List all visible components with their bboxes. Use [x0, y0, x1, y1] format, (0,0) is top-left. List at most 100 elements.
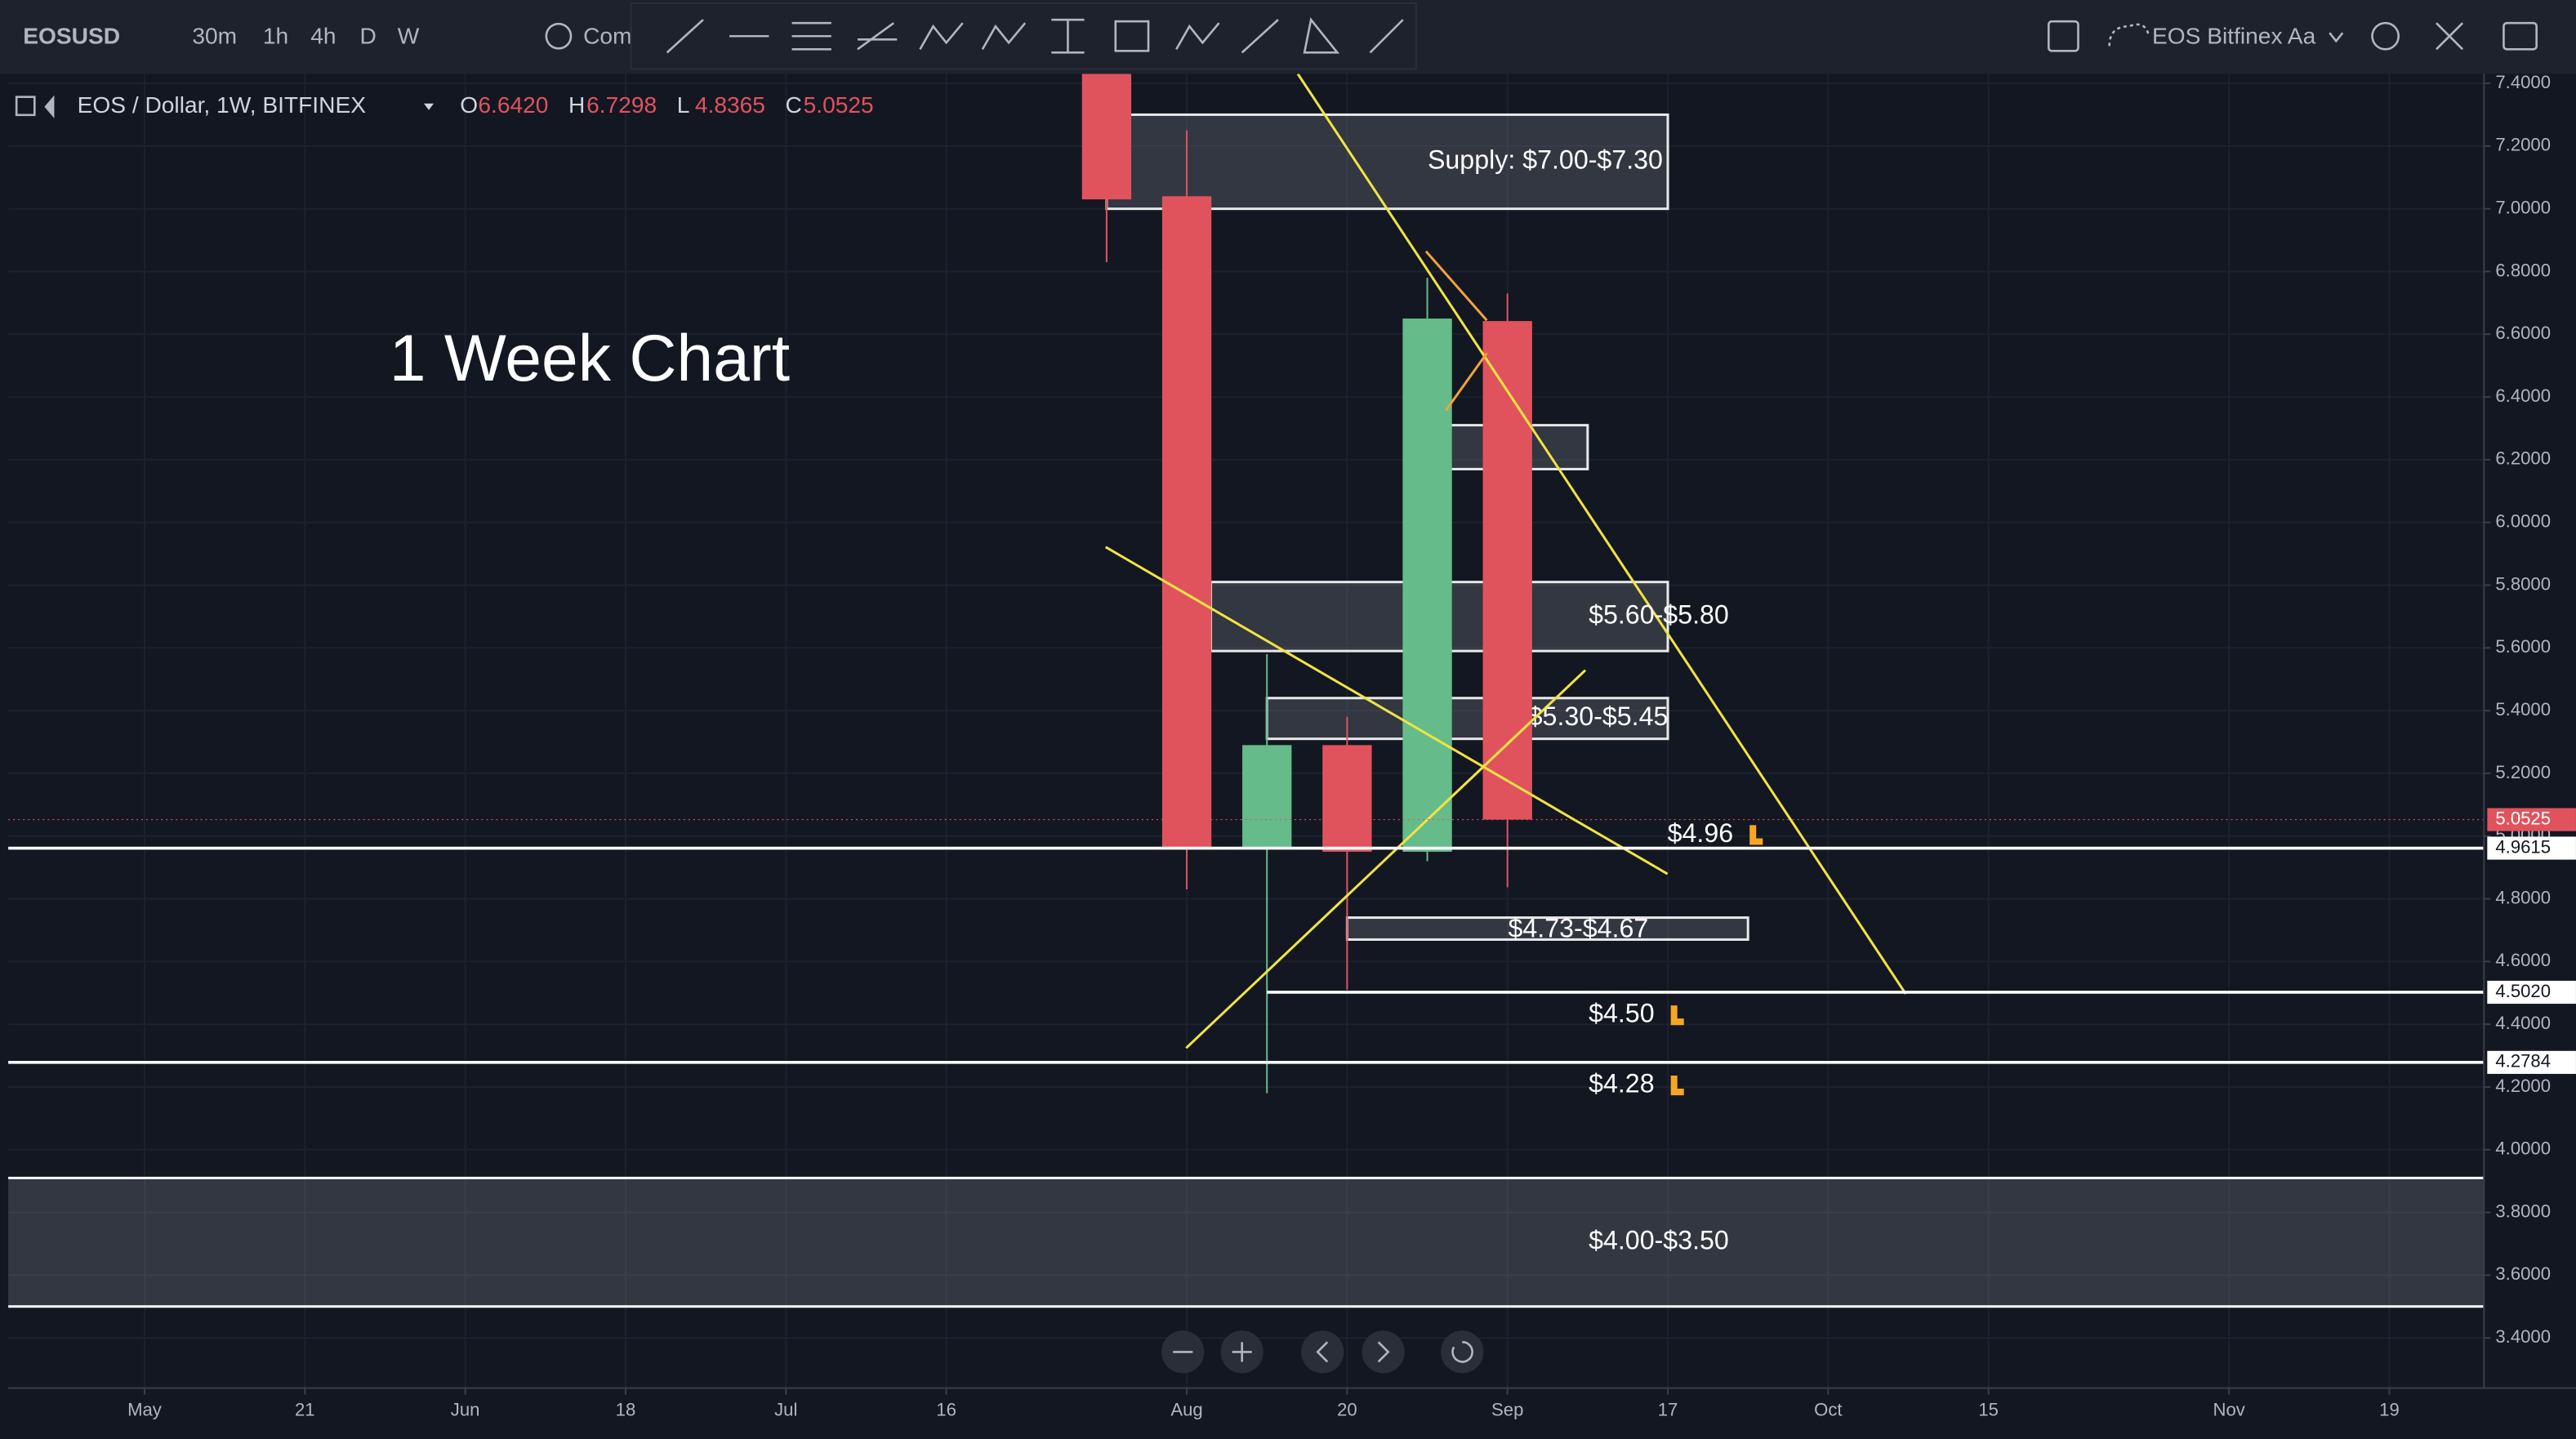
- zone-label: $4.00-$3.50: [1589, 1226, 1729, 1255]
- legend-title: EOS / Dollar, 1W, BITFINEX: [78, 92, 367, 118]
- x-tick-label: Nov: [2213, 1400, 2244, 1420]
- layout-name[interactable]: EOS Bitfinex Aa: [2152, 24, 2316, 49]
- collapse-icon[interactable]: [44, 95, 55, 118]
- price-tag: [2487, 1050, 2576, 1074]
- trend-line: [1444, 352, 1488, 412]
- x-tick-label: Jul: [774, 1400, 797, 1420]
- tool-icon[interactable]: [981, 22, 1027, 50]
- y-tick-label: 4.6000: [2495, 950, 2551, 970]
- level-label: $4.28: [1589, 1069, 1655, 1098]
- y-tick-label: 5.6000: [2495, 636, 2551, 657]
- zones: [8, 113, 2485, 1308]
- ohlc-value: 6.6420: [478, 92, 548, 118]
- candle-body: [1081, 74, 1132, 200]
- drawing-tools: [666, 17, 1404, 54]
- tool-icon[interactable]: [1369, 19, 1404, 54]
- y-tick-label: 6.2000: [2495, 448, 2551, 469]
- dropdown[interactable]: [2329, 32, 2344, 43]
- x-tick-label: 17: [1658, 1400, 1678, 1420]
- interval[interactable]: W: [398, 24, 420, 49]
- zone: [1105, 113, 1669, 211]
- x-tick-label: 15: [1978, 1400, 1999, 1420]
- y-tick-label: 4.8000: [2495, 887, 2551, 907]
- tool-icon[interactable]: [1175, 22, 1220, 50]
- dropdown[interactable]: [423, 103, 435, 110]
- tool-icon[interactable]: [1051, 18, 1085, 54]
- snapshot-icon[interactable]: [2502, 21, 2538, 51]
- expand-icon[interactable]: [15, 96, 36, 117]
- ohlc-label: L: [677, 92, 690, 118]
- tool-icon[interactable]: [919, 22, 964, 50]
- y-tick-label: 3.8000: [2495, 1201, 2551, 1221]
- y-tick-label: 4.2000: [2495, 1076, 2551, 1096]
- y-tick-label: 3.4000: [2495, 1326, 2551, 1347]
- interval[interactable]: 1h: [263, 24, 288, 49]
- price-tag: [2487, 836, 2576, 860]
- x-tick-label: 19: [2379, 1400, 2400, 1420]
- symbol[interactable]: EOSUSD: [23, 24, 120, 49]
- candle-body: [1482, 321, 1532, 820]
- x-tick-label: Jun: [451, 1400, 480, 1420]
- tool-icon[interactable]: [1241, 19, 1279, 54]
- y-tick-label: 4.4000: [2495, 1013, 2551, 1033]
- x-tick-label: 20: [1337, 1400, 1357, 1420]
- compare-icon[interactable]: [545, 22, 573, 50]
- price-axis: [2484, 74, 2576, 1388]
- price-tag-label: 4.5020: [2495, 981, 2551, 1001]
- axes: 3.4000 3.6000 3.8000 4.0000 4.2000 4.4000 4.60…: [127, 72, 2576, 1420]
- ohlc: O 6.6420 H 6.7298 L 4.8365 C 5.0525: [460, 92, 873, 118]
- y-tick-label: 6.0000: [2495, 511, 2551, 532]
- y-tick-label: 4.0000: [2495, 1138, 2551, 1159]
- trend-line: [1185, 669, 1587, 1049]
- layout-icon[interactable]: [2047, 20, 2079, 52]
- price-tag: [2487, 980, 2576, 1005]
- x-tick-label: Sep: [1491, 1400, 1523, 1420]
- scroll-left[interactable]: [1301, 1330, 1344, 1374]
- zone: [1345, 916, 1749, 941]
- level-label: $4.50: [1589, 999, 1655, 1028]
- price-tag-label: 5.0525: [2495, 808, 2551, 828]
- y-tick-label: 6.6000: [2495, 323, 2551, 343]
- zone-label: $4.73-$4.67: [1509, 914, 1649, 943]
- tool-icon[interactable]: [666, 19, 704, 54]
- legend: EOS / Dollar, 1W, BITFINEX O 6.6420 H 6.729…: [15, 92, 874, 118]
- zone: [8, 1178, 2485, 1307]
- x-tick-label: May: [127, 1400, 163, 1420]
- tool-icon[interactable]: [791, 21, 831, 51]
- y-tick-label: 7.0000: [2495, 197, 2551, 217]
- level-label: $4.96: [1668, 818, 1734, 848]
- trend-line: [1424, 250, 1488, 322]
- scroll-right[interactable]: [1362, 1330, 1405, 1374]
- intervals: 30m 1h 4h D W: [192, 24, 419, 49]
- tool-icon[interactable]: [857, 22, 898, 51]
- zone-label: Supply: $7.00-$7.30: [1428, 145, 1663, 175]
- tool-icon[interactable]: [1114, 20, 1150, 52]
- y-tick-label: 5.2000: [2495, 762, 2551, 782]
- x-tick-label: Aug: [1170, 1400, 1202, 1420]
- price-tag: [2487, 808, 2576, 831]
- y-tick-label: 5.4000: [2495, 699, 2551, 720]
- x-tick-label: 18: [616, 1400, 636, 1420]
- y-tick-label: 6.8000: [2495, 260, 2551, 280]
- interval[interactable]: 30m: [192, 24, 237, 49]
- y-tick-label: 7.2000: [2495, 135, 2551, 155]
- y-tick-label: 6.4000: [2495, 385, 2551, 406]
- zone-label: $5.60-$5.80: [1589, 599, 1729, 629]
- x-tick-label: 16: [936, 1400, 956, 1420]
- interval[interactable]: D: [360, 24, 377, 49]
- tool-icon[interactable]: [1303, 17, 1340, 54]
- y-tick-label: 7.4000: [2495, 72, 2551, 92]
- settings-icon[interactable]: [2371, 21, 2400, 51]
- reset[interactable]: [1441, 1330, 1484, 1374]
- fullscreen-icon[interactable]: [2436, 22, 2464, 51]
- price-tag-label: 4.9615: [2495, 836, 2551, 857]
- trend-line: [1104, 546, 1669, 875]
- navigation: [1161, 1330, 1484, 1374]
- candle-body: [1402, 319, 1452, 852]
- y-tick-label: 5.8000: [2495, 573, 2551, 594]
- compare[interactable]: Com: [583, 24, 631, 49]
- price-tag-label: 4.2784: [2495, 1051, 2551, 1071]
- ohlc-label: C: [786, 92, 802, 118]
- interval[interactable]: 4h: [310, 24, 336, 49]
